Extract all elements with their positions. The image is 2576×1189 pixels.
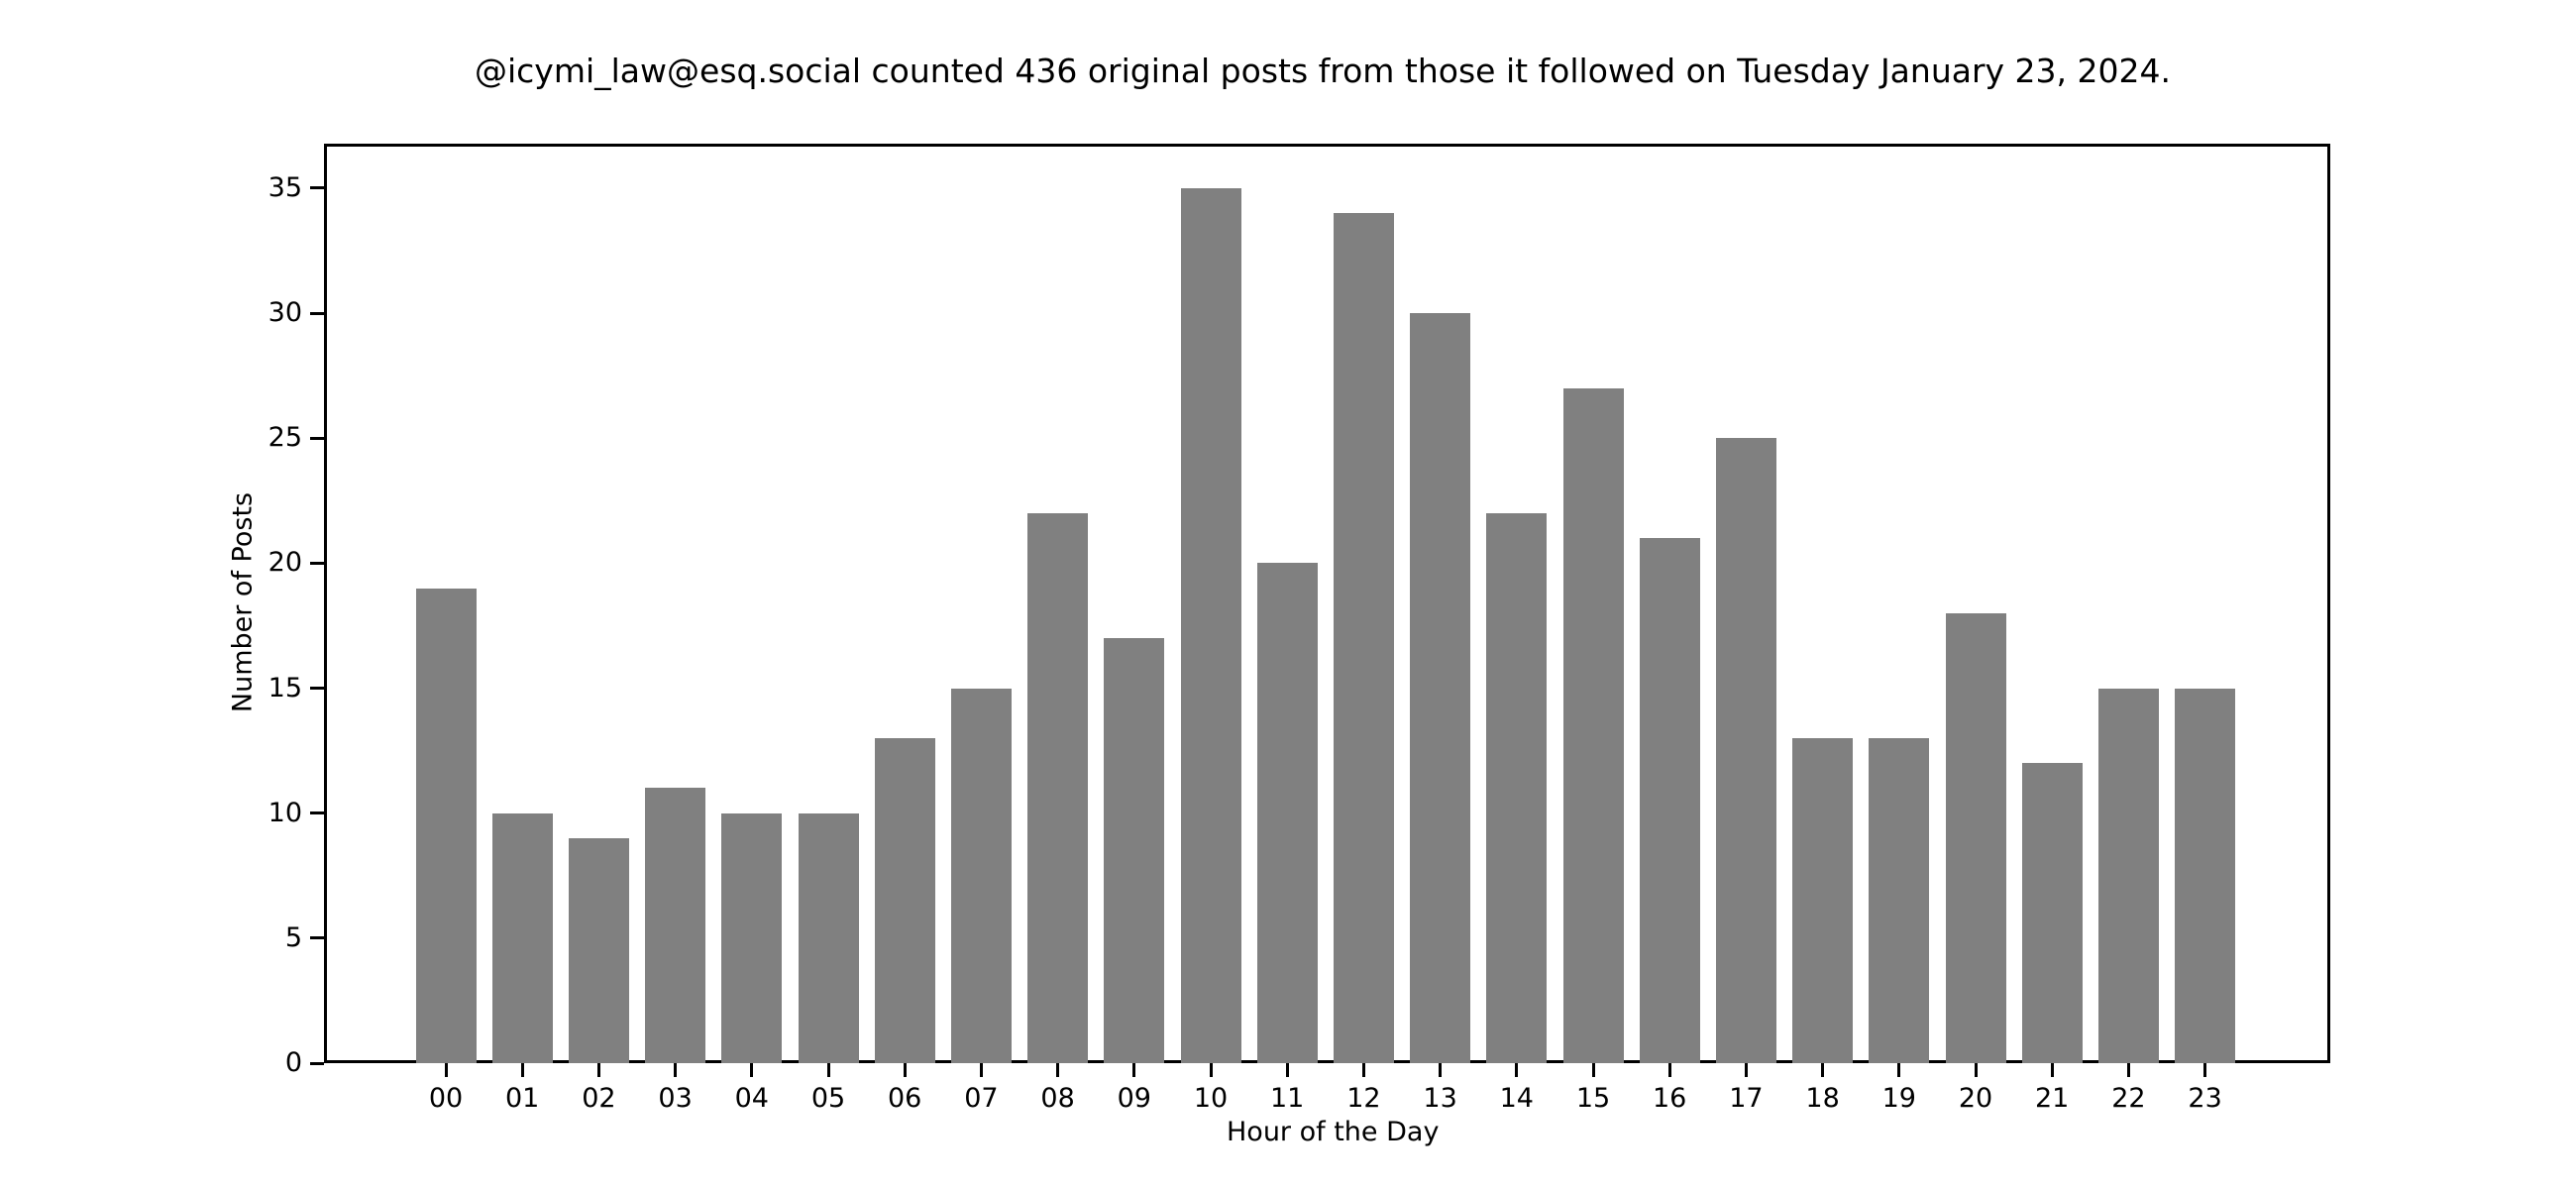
- y-tick-mark: [310, 1061, 324, 1065]
- x-tick-mark: [1439, 1063, 1443, 1077]
- x-tick-label: 22: [2111, 1083, 2146, 1114]
- bar-02: [568, 837, 629, 1063]
- bar-08: [1027, 512, 1089, 1063]
- bar-19: [1869, 738, 1930, 1063]
- x-tick-mark: [1515, 1063, 1519, 1077]
- y-tick-mark: [310, 936, 324, 940]
- x-tick-label: 17: [1729, 1083, 1764, 1114]
- bar-01: [491, 812, 553, 1063]
- x-tick-label: 08: [1040, 1083, 1075, 1114]
- chart-title: @icymi_law@esq.social counted 436 origin…: [474, 52, 2171, 90]
- x-tick-mark: [674, 1063, 678, 1077]
- bar-13: [1410, 313, 1471, 1063]
- y-tick-mark: [310, 436, 324, 440]
- bar-18: [1792, 738, 1854, 1063]
- bar-14: [1486, 512, 1548, 1063]
- bar-06: [874, 738, 935, 1063]
- x-tick-mark: [1821, 1063, 1825, 1077]
- x-tick-mark: [1591, 1063, 1595, 1077]
- bar-17: [1715, 438, 1776, 1063]
- plot-area: [324, 144, 2330, 1063]
- y-tick-mark: [310, 186, 324, 190]
- x-tick-mark: [903, 1063, 907, 1077]
- x-tick-mark: [1132, 1063, 1136, 1077]
- x-tick-label: 19: [1881, 1083, 1916, 1114]
- bar-20: [1945, 612, 2006, 1063]
- bar-22: [2097, 688, 2159, 1063]
- y-tick-mark: [310, 811, 324, 815]
- bar-09: [1104, 638, 1165, 1063]
- x-tick-mark: [444, 1063, 448, 1077]
- bar-21: [2021, 763, 2083, 1063]
- bar-03: [645, 788, 706, 1063]
- y-tick-label: 30: [268, 297, 302, 329]
- x-tick-mark: [2203, 1063, 2207, 1077]
- x-tick-label: 03: [658, 1083, 693, 1114]
- y-tick-label: 5: [284, 921, 302, 953]
- y-tick-label: 0: [284, 1047, 302, 1078]
- x-tick-label: 20: [1958, 1083, 1993, 1114]
- y-tick-mark: [310, 311, 324, 315]
- y-axis-label: Number of Posts: [227, 491, 259, 713]
- x-tick-mark: [1285, 1063, 1289, 1077]
- bar-04: [721, 812, 783, 1063]
- x-tick-label: 18: [1805, 1083, 1840, 1114]
- y-tick-label: 10: [268, 797, 302, 828]
- x-tick-mark: [1056, 1063, 1060, 1077]
- x-tick-label: 10: [1193, 1083, 1229, 1114]
- bar-12: [1333, 213, 1394, 1063]
- y-tick-label: 20: [268, 547, 302, 579]
- bar-00: [415, 588, 477, 1063]
- bar-05: [798, 812, 859, 1063]
- x-tick-label: 13: [1423, 1083, 1457, 1114]
- y-tick-mark: [310, 687, 324, 691]
- x-tick-label: 23: [2188, 1083, 2222, 1114]
- y-tick-label: 25: [268, 422, 302, 454]
- x-tick-mark: [979, 1063, 983, 1077]
- x-tick-mark: [2050, 1063, 2054, 1077]
- x-tick-label: 02: [582, 1083, 616, 1114]
- y-tick-label: 15: [268, 672, 302, 703]
- y-tick-mark: [310, 561, 324, 565]
- x-tick-mark: [1974, 1063, 1978, 1077]
- x-tick-label: 11: [1270, 1083, 1305, 1114]
- x-tick-label: 12: [1346, 1083, 1381, 1114]
- x-tick-label: 00: [428, 1083, 464, 1114]
- x-tick-label: 07: [964, 1083, 999, 1114]
- x-tick-mark: [750, 1063, 754, 1077]
- x-tick-mark: [1361, 1063, 1365, 1077]
- x-tick-mark: [596, 1063, 600, 1077]
- x-tick-label: 01: [505, 1083, 540, 1114]
- x-tick-label: 04: [734, 1083, 769, 1114]
- x-tick-mark: [1209, 1063, 1213, 1077]
- x-tick-label: 15: [1575, 1083, 1611, 1114]
- x-tick-label: 06: [888, 1083, 922, 1114]
- bar-15: [1562, 387, 1624, 1063]
- x-tick-mark: [520, 1063, 524, 1077]
- x-tick-mark: [826, 1063, 830, 1077]
- y-tick-label: 35: [268, 171, 302, 203]
- bar-23: [2175, 688, 2236, 1063]
- x-tick-label: 16: [1653, 1083, 1687, 1114]
- x-tick-label: 09: [1117, 1083, 1151, 1114]
- x-tick-mark: [1744, 1063, 1748, 1077]
- x-tick-label: 21: [2035, 1083, 2070, 1114]
- x-tick-mark: [1667, 1063, 1671, 1077]
- x-axis-label: Hour of the Day: [1227, 1117, 1440, 1147]
- x-tick-mark: [1897, 1063, 1901, 1077]
- bar-10: [1180, 187, 1241, 1063]
- x-tick-label: 14: [1499, 1083, 1534, 1114]
- bar-11: [1256, 563, 1318, 1063]
- x-tick-label: 05: [810, 1083, 846, 1114]
- bar-07: [950, 688, 1012, 1063]
- x-tick-mark: [2126, 1063, 2130, 1077]
- bar-16: [1639, 538, 1700, 1063]
